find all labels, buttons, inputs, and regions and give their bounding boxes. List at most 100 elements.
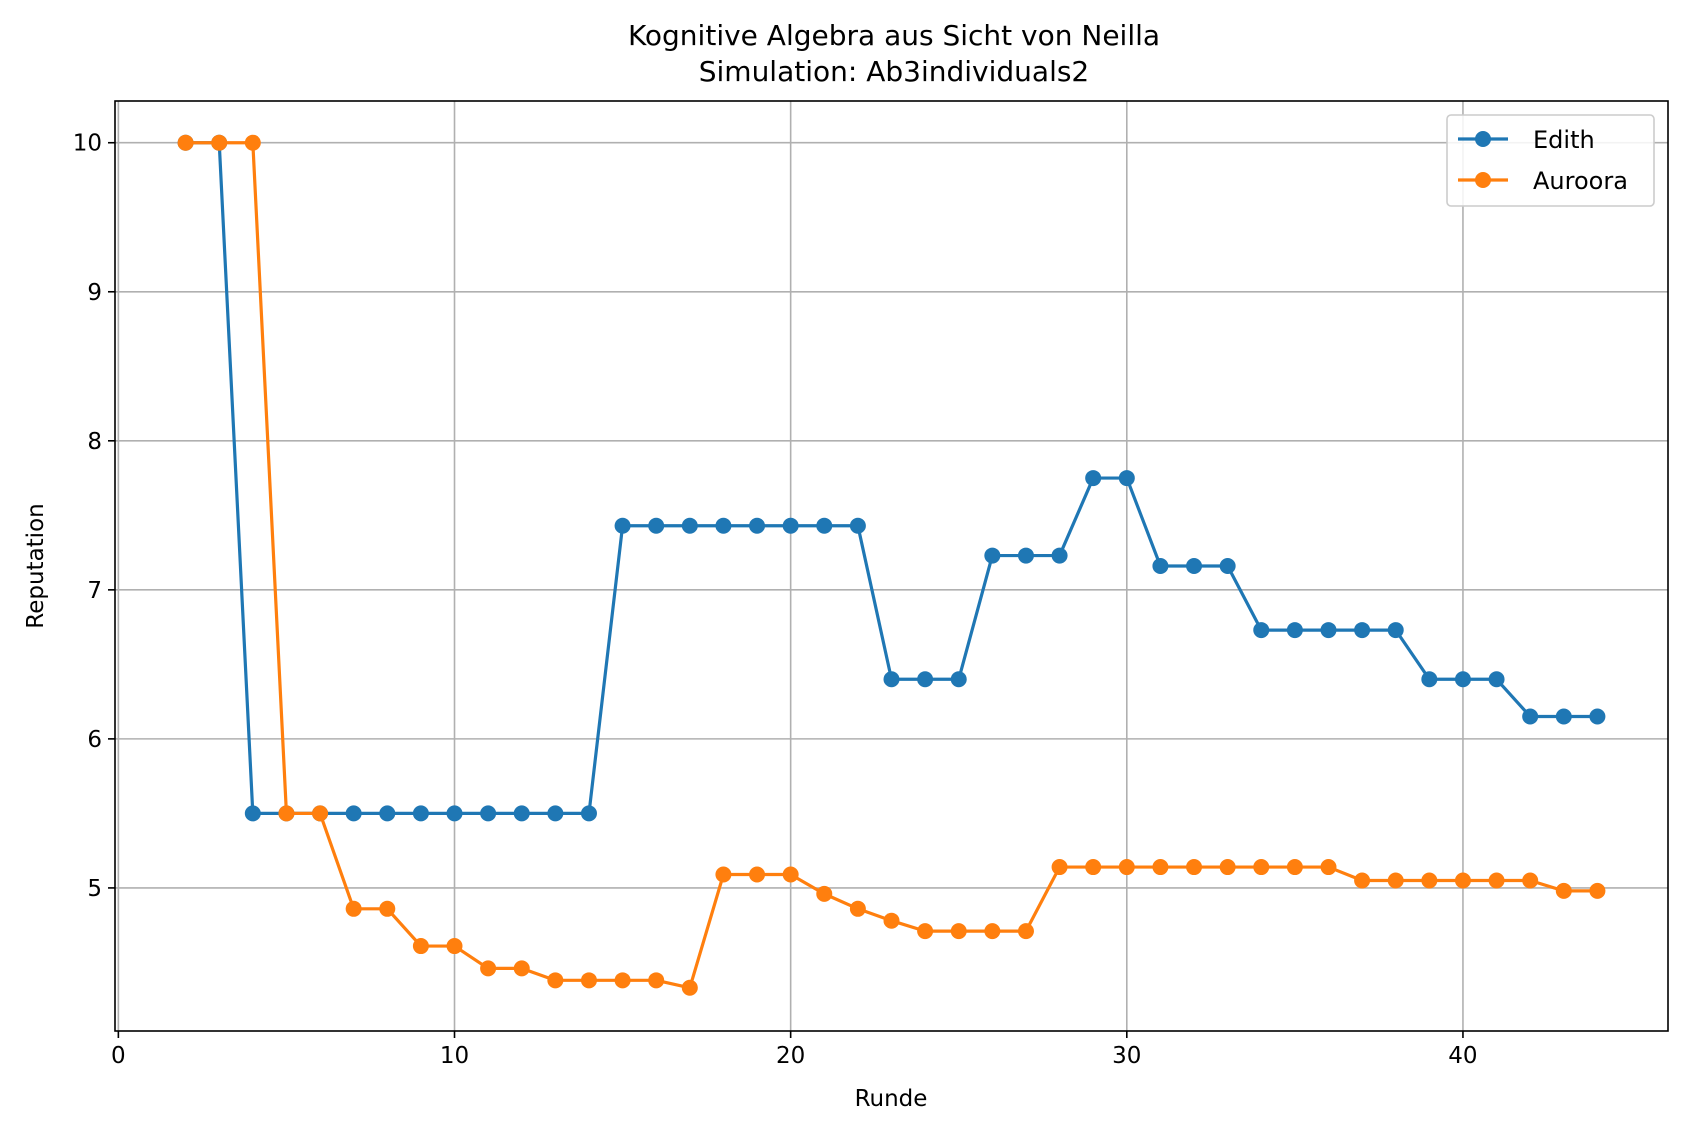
data-point-edith	[379, 805, 396, 822]
plot-frame	[114, 100, 1669, 1032]
y-axis-label: Reputation	[23, 503, 49, 628]
data-point-edith	[883, 671, 900, 688]
data-point-edith	[1253, 622, 1270, 639]
data-point-auroora	[782, 866, 799, 883]
data-point-edith	[244, 805, 261, 822]
data-point-edith	[1152, 558, 1169, 574]
data-point-edith	[715, 517, 732, 534]
data-point-edith	[480, 805, 497, 822]
data-point-auroora	[278, 805, 295, 822]
data-point-auroora	[883, 912, 900, 929]
data-point-edith	[446, 805, 463, 822]
data-point-edith	[950, 671, 967, 688]
data-point-edith	[1454, 671, 1471, 688]
data-point-auroora	[1522, 872, 1539, 889]
data-point-auroora	[1051, 859, 1068, 876]
y-tick-label: 5	[87, 876, 102, 902]
y-tick-label: 10	[73, 131, 102, 157]
x-tick-label: 30	[1112, 1043, 1141, 1069]
data-point-edith	[1421, 671, 1438, 688]
data-point-auroora	[917, 923, 934, 940]
data-point-auroora	[984, 923, 1001, 940]
data-point-edith	[1085, 470, 1102, 487]
data-point-auroora	[816, 885, 833, 902]
data-point-auroora	[1186, 859, 1203, 876]
data-point-auroora	[614, 972, 631, 989]
data-point-edith	[580, 805, 597, 822]
data-point-auroora	[1219, 859, 1236, 876]
data-point-auroora	[513, 960, 530, 977]
y-tick-label: 9	[87, 280, 102, 306]
data-point-auroora	[1017, 923, 1034, 940]
data-point-edith	[614, 517, 631, 534]
data-point-auroora	[1488, 872, 1505, 889]
data-point-auroora	[1387, 872, 1404, 889]
data-point-edith	[1522, 708, 1539, 725]
data-point-edith	[345, 805, 362, 822]
data-point-edith	[412, 805, 429, 822]
data-point-edith	[917, 671, 934, 688]
data-point-auroora	[1253, 859, 1270, 876]
data-point-auroora	[412, 938, 429, 955]
data-point-edith	[1186, 558, 1203, 574]
data-point-edith	[1219, 558, 1236, 574]
data-point-edith	[1589, 708, 1606, 725]
x-axis-label: Runde	[855, 1086, 928, 1112]
data-point-auroora	[849, 900, 866, 917]
data-point-edith	[1017, 547, 1034, 564]
data-point-edith	[816, 517, 833, 534]
data-point-auroora	[446, 938, 463, 955]
data-point-auroora	[1589, 882, 1606, 899]
data-point-auroora	[749, 866, 766, 883]
y-tick-label: 6	[87, 727, 102, 753]
legend-swatch-marker-edith	[1475, 131, 1491, 147]
data-point-edith	[648, 517, 665, 534]
data-point-auroora	[244, 134, 261, 151]
data-point-edith	[782, 517, 799, 534]
data-point-edith	[1354, 622, 1371, 639]
data-point-auroora	[1320, 859, 1337, 876]
data-point-edith	[1488, 671, 1505, 688]
grid	[115, 101, 1668, 1031]
data-point-auroora	[211, 134, 228, 151]
chart-subtitle: Simulation: Ab3individuals2	[699, 55, 1090, 88]
legend-label-edith: Edith	[1533, 126, 1595, 154]
data-point-auroora	[1421, 872, 1438, 889]
data-point-auroora	[1118, 859, 1135, 876]
data-point-edith	[1320, 622, 1337, 639]
data-point-auroora	[312, 805, 329, 822]
data-point-auroora	[1085, 859, 1102, 876]
data-point-auroora	[1286, 859, 1303, 876]
data-point-edith	[984, 547, 1001, 564]
x-tick-label: 20	[776, 1043, 805, 1069]
data-point-edith	[1555, 708, 1572, 725]
data-point-auroora	[648, 972, 665, 989]
data-point-auroora	[715, 866, 732, 883]
data-point-auroora	[547, 972, 564, 989]
data-point-auroora	[177, 134, 194, 151]
data-point-auroora	[1354, 872, 1371, 889]
chart-title: Kognitive Algebra aus Sicht von Neilla	[628, 19, 1160, 52]
series-area	[177, 134, 1606, 996]
data-point-edith	[547, 805, 564, 822]
data-point-auroora	[480, 960, 497, 977]
x-tick-label: 10	[440, 1043, 469, 1069]
legend-swatch-marker-auroora	[1475, 172, 1491, 188]
data-point-edith	[513, 805, 530, 822]
data-point-auroora	[379, 900, 396, 917]
data-point-auroora	[1152, 859, 1169, 876]
data-point-edith	[849, 517, 866, 534]
data-point-auroora	[1555, 882, 1572, 899]
legend: Edith Auroora	[1446, 114, 1655, 207]
data-point-edith	[681, 517, 698, 534]
y-tick-label: 7	[87, 578, 102, 604]
series-auroora	[177, 134, 1606, 996]
x-tick-label: 40	[1448, 1043, 1477, 1069]
data-point-auroora	[681, 979, 698, 996]
data-point-edith	[749, 517, 766, 534]
data-point-auroora	[950, 923, 967, 940]
legend-items: Edith Auroora	[1458, 126, 1628, 195]
data-point-edith	[1051, 547, 1068, 564]
